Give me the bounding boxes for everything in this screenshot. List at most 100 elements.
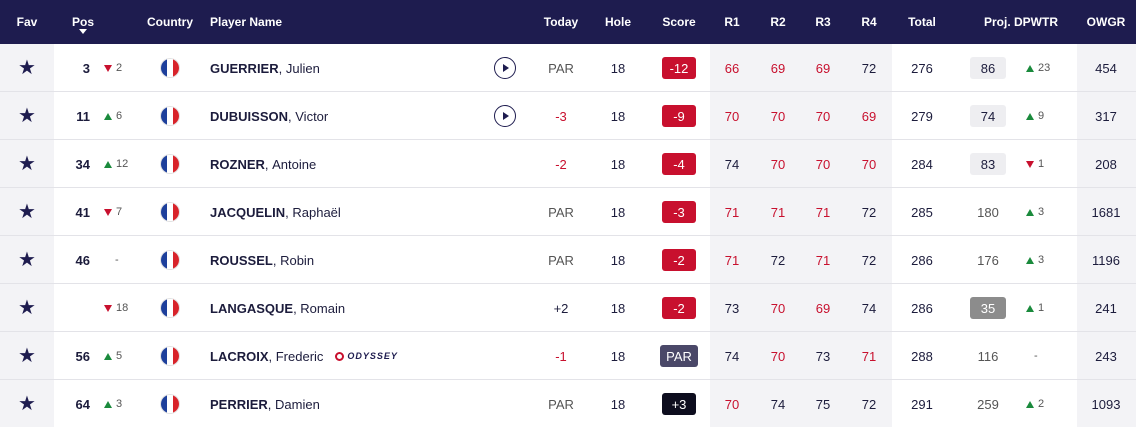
player-name[interactable]: LANGASQUE, Romain xyxy=(210,284,480,332)
player-last-name: DUBUISSON xyxy=(210,108,289,124)
player-first-name: Romain xyxy=(300,300,346,316)
col-player-name[interactable]: Player Name xyxy=(210,15,283,29)
arrow-up-icon xyxy=(104,112,112,120)
col-r2[interactable]: R2 xyxy=(770,15,786,29)
col-pos-label: Pos xyxy=(71,15,94,29)
col-today[interactable]: Today xyxy=(543,15,579,29)
col-country[interactable]: Country xyxy=(147,15,193,29)
arrow-down-icon xyxy=(104,304,112,312)
round-2-score: 70 xyxy=(770,348,786,364)
player-last-name: ROUSSEL xyxy=(210,252,273,268)
table-row[interactable]: ★ 18 LANGASQUE, Romain +2 18 -2 73 70 69 74 286 35 1… xyxy=(0,284,1136,332)
position-movement: 6 xyxy=(104,92,138,140)
col-owgr[interactable]: OWGR xyxy=(1086,15,1126,29)
player-name[interactable]: DUBUISSON, Victor xyxy=(210,92,480,140)
flag-stripe xyxy=(173,251,179,269)
proj-dpwtr-value: 180 xyxy=(977,204,999,220)
today-score: -2 xyxy=(555,156,567,172)
player-last-name: LANGASQUE xyxy=(210,300,294,316)
col-r1[interactable]: R1 xyxy=(724,15,740,29)
player-last-name: JACQUELIN xyxy=(210,204,286,220)
favourite-toggle[interactable]: ★ xyxy=(0,44,54,92)
proj-dpwtr: 180 xyxy=(970,188,1006,236)
country-cell xyxy=(140,236,200,284)
proj-dpwtr: 259 xyxy=(970,380,1006,427)
flag-stripe xyxy=(167,347,173,365)
position-movement: 5 xyxy=(104,332,138,380)
player-name[interactable]: ROZNER, Antoine xyxy=(210,140,480,188)
proj-movement: 1 xyxy=(1026,284,1066,332)
flag-stripe xyxy=(167,203,173,221)
total-score: 286 xyxy=(911,252,933,268)
col-pos[interactable]: Pos xyxy=(62,0,104,44)
today-score: -1 xyxy=(555,348,567,364)
player-last-name: GUERRIER xyxy=(210,60,279,76)
flag-stripe xyxy=(161,299,167,317)
table-row[interactable]: ★ 41 7 JACQUELIN, Raphaël PAR 18 -3 71 71 71 72 285… xyxy=(0,188,1136,236)
arrow-up-icon xyxy=(1026,400,1034,408)
owgr: 317 xyxy=(1095,108,1117,124)
proj-movement-value: 9 xyxy=(1038,110,1045,122)
flag-stripe xyxy=(167,299,173,317)
favourite-toggle[interactable]: ★ xyxy=(0,188,54,236)
flag-stripe xyxy=(161,395,167,413)
play-icon xyxy=(494,105,516,127)
france-flag-icon xyxy=(161,59,179,77)
proj-dpwtr: 74 xyxy=(970,92,1006,140)
total-score: 288 xyxy=(911,348,933,364)
proj-movement: 9 xyxy=(1026,92,1066,140)
table-row[interactable]: ★ 64 3 PERRIER, Damien PAR 18 +3 70 74 75 72 291 259… xyxy=(0,380,1136,427)
owgr: 1196 xyxy=(1092,252,1120,268)
watch-button[interactable] xyxy=(492,44,518,92)
proj-movement: 2 xyxy=(1026,380,1066,427)
player-name[interactable]: LACROIX, Frederic ODYSSEY xyxy=(210,332,480,380)
flag-stripe xyxy=(161,107,167,125)
proj-movement-value: 3 xyxy=(1038,254,1045,266)
player-name[interactable]: ROUSSEL, Robin xyxy=(210,236,480,284)
player-name[interactable]: JACQUELIN, Raphaël xyxy=(210,188,480,236)
total-score: 285 xyxy=(911,204,933,220)
favourite-toggle[interactable]: ★ xyxy=(0,284,54,332)
watch-button[interactable] xyxy=(492,92,518,140)
col-proj-dpwtr[interactable]: Proj. DPWTR xyxy=(984,15,1058,29)
player-name[interactable]: PERRIER, Damien xyxy=(210,380,480,427)
col-r3[interactable]: R3 xyxy=(815,15,831,29)
col-hole[interactable]: Hole xyxy=(604,15,631,29)
favourite-toggle[interactable]: ★ xyxy=(0,140,54,188)
arrow-up-icon xyxy=(1026,112,1034,120)
round-1-score: 71 xyxy=(724,204,740,220)
round-3-score: 71 xyxy=(815,204,831,220)
player-name[interactable]: GUERRIER, Julien xyxy=(210,44,480,92)
star-icon: ★ xyxy=(18,201,36,223)
table-row[interactable]: ★ 11 6 DUBUISSON, Victor -3 18 -9 70 70 70 69 279 74… xyxy=(0,92,1136,140)
player-first-name: Antoine xyxy=(272,156,317,172)
country-cell xyxy=(140,380,200,427)
col-fav[interactable]: Fav xyxy=(16,15,38,29)
flag-stripe xyxy=(173,155,179,173)
score-badge: -12 xyxy=(662,57,696,79)
movement-value: 6 xyxy=(116,110,123,122)
table-row[interactable]: ★ 56 5 LACROIX, Frederic ODYSSEY -1 18 PAR 74 70 7… xyxy=(0,332,1136,380)
col-score[interactable]: Score xyxy=(662,15,696,29)
position: 64 xyxy=(75,396,90,412)
favourite-toggle[interactable]: ★ xyxy=(0,92,54,140)
favourite-toggle[interactable]: ★ xyxy=(0,332,54,380)
owgr: 1681 xyxy=(1091,204,1121,220)
proj-movement-value: 3 xyxy=(1038,206,1045,218)
movement-value: 3 xyxy=(116,398,123,410)
col-r4[interactable]: R4 xyxy=(861,15,877,29)
table-row[interactable]: ★ 34 12 ROZNER, Antoine -2 18 -4 74 70 70 70 284 83 1… xyxy=(0,140,1136,188)
favourite-toggle[interactable]: ★ xyxy=(0,236,54,284)
table-row[interactable]: ★ 3 2 GUERRIER, Julien PAR 18 -12 66 69 69 72 276 86… xyxy=(0,44,1136,92)
round-2-score: 70 xyxy=(770,108,786,124)
movement-value: 5 xyxy=(116,350,123,362)
favourite-toggle[interactable]: ★ xyxy=(0,380,54,427)
flag-stripe xyxy=(173,107,179,125)
col-total[interactable]: Total xyxy=(908,15,936,29)
france-flag-icon xyxy=(161,251,179,269)
round-4-score: 72 xyxy=(861,60,877,76)
table-row[interactable]: ★ 46 - ROUSSEL, Robin PAR 18 -2 71 72 71 72 286 176 3… xyxy=(0,236,1136,284)
odyssey-mark-icon xyxy=(335,351,345,361)
sponsor-logo: ODYSSEY xyxy=(335,351,398,361)
france-flag-icon xyxy=(161,347,179,365)
